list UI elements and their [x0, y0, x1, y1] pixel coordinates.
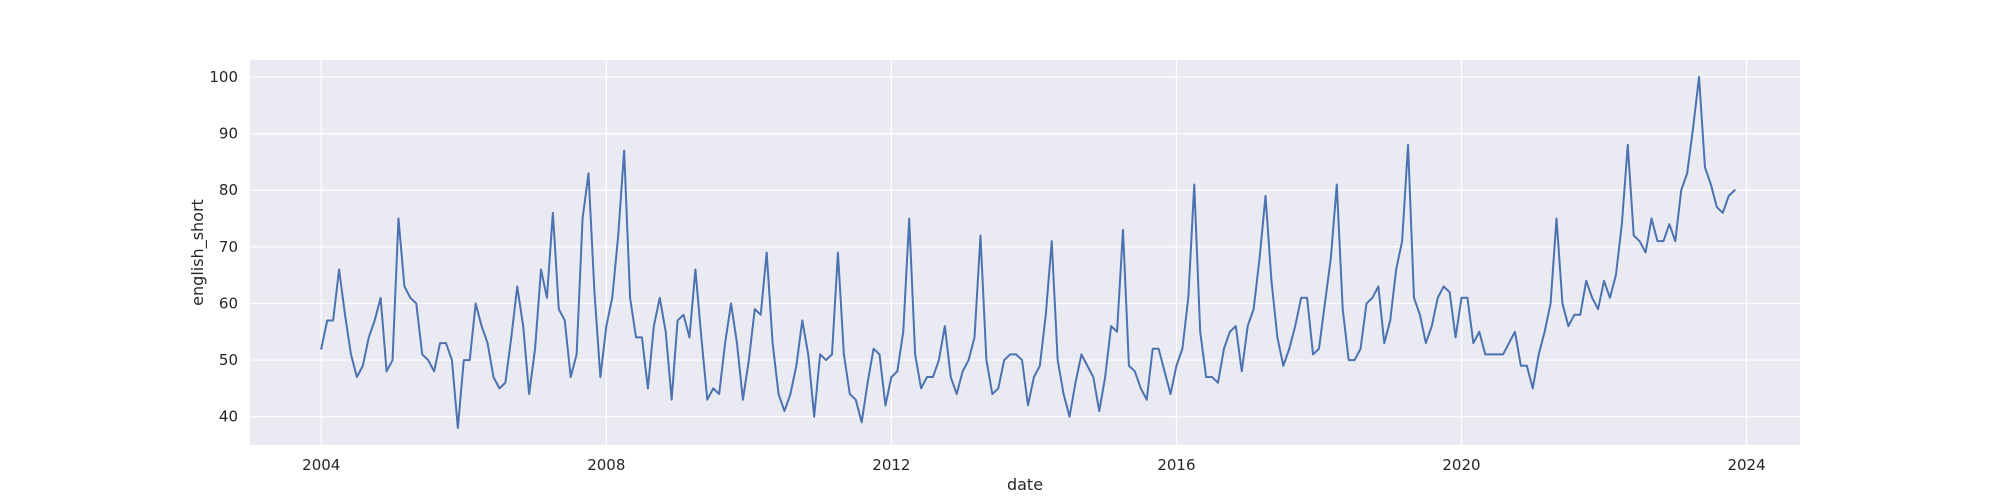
y-tick-label: 60	[219, 294, 238, 312]
x-axis-label: date	[1007, 475, 1043, 494]
series-line	[320, 75, 1736, 430]
y-tick-label: 50	[219, 351, 238, 369]
x-tick-label: 2024	[1727, 456, 1765, 474]
x-tick-label: 2012	[872, 456, 910, 474]
series-layer	[320, 75, 1736, 430]
y-tick-label: 80	[219, 181, 238, 199]
x-tick-label: 2020	[1442, 456, 1480, 474]
y-tick-label: 100	[209, 68, 238, 86]
y-tick-label: 70	[219, 238, 238, 256]
x-tick-label: 2004	[302, 456, 340, 474]
y-axis-label: english_short	[188, 199, 208, 306]
y-tick-label: 40	[219, 408, 238, 426]
x-tick-labels: 2004 2008 2012 2016 2020 2024	[302, 456, 1765, 474]
y-tick-labels: 40 50 60 70 80 90 100	[209, 68, 238, 426]
x-tick-label: 2016	[1157, 456, 1195, 474]
x-tick-label: 2008	[587, 456, 625, 474]
y-tick-label: 90	[219, 125, 238, 143]
